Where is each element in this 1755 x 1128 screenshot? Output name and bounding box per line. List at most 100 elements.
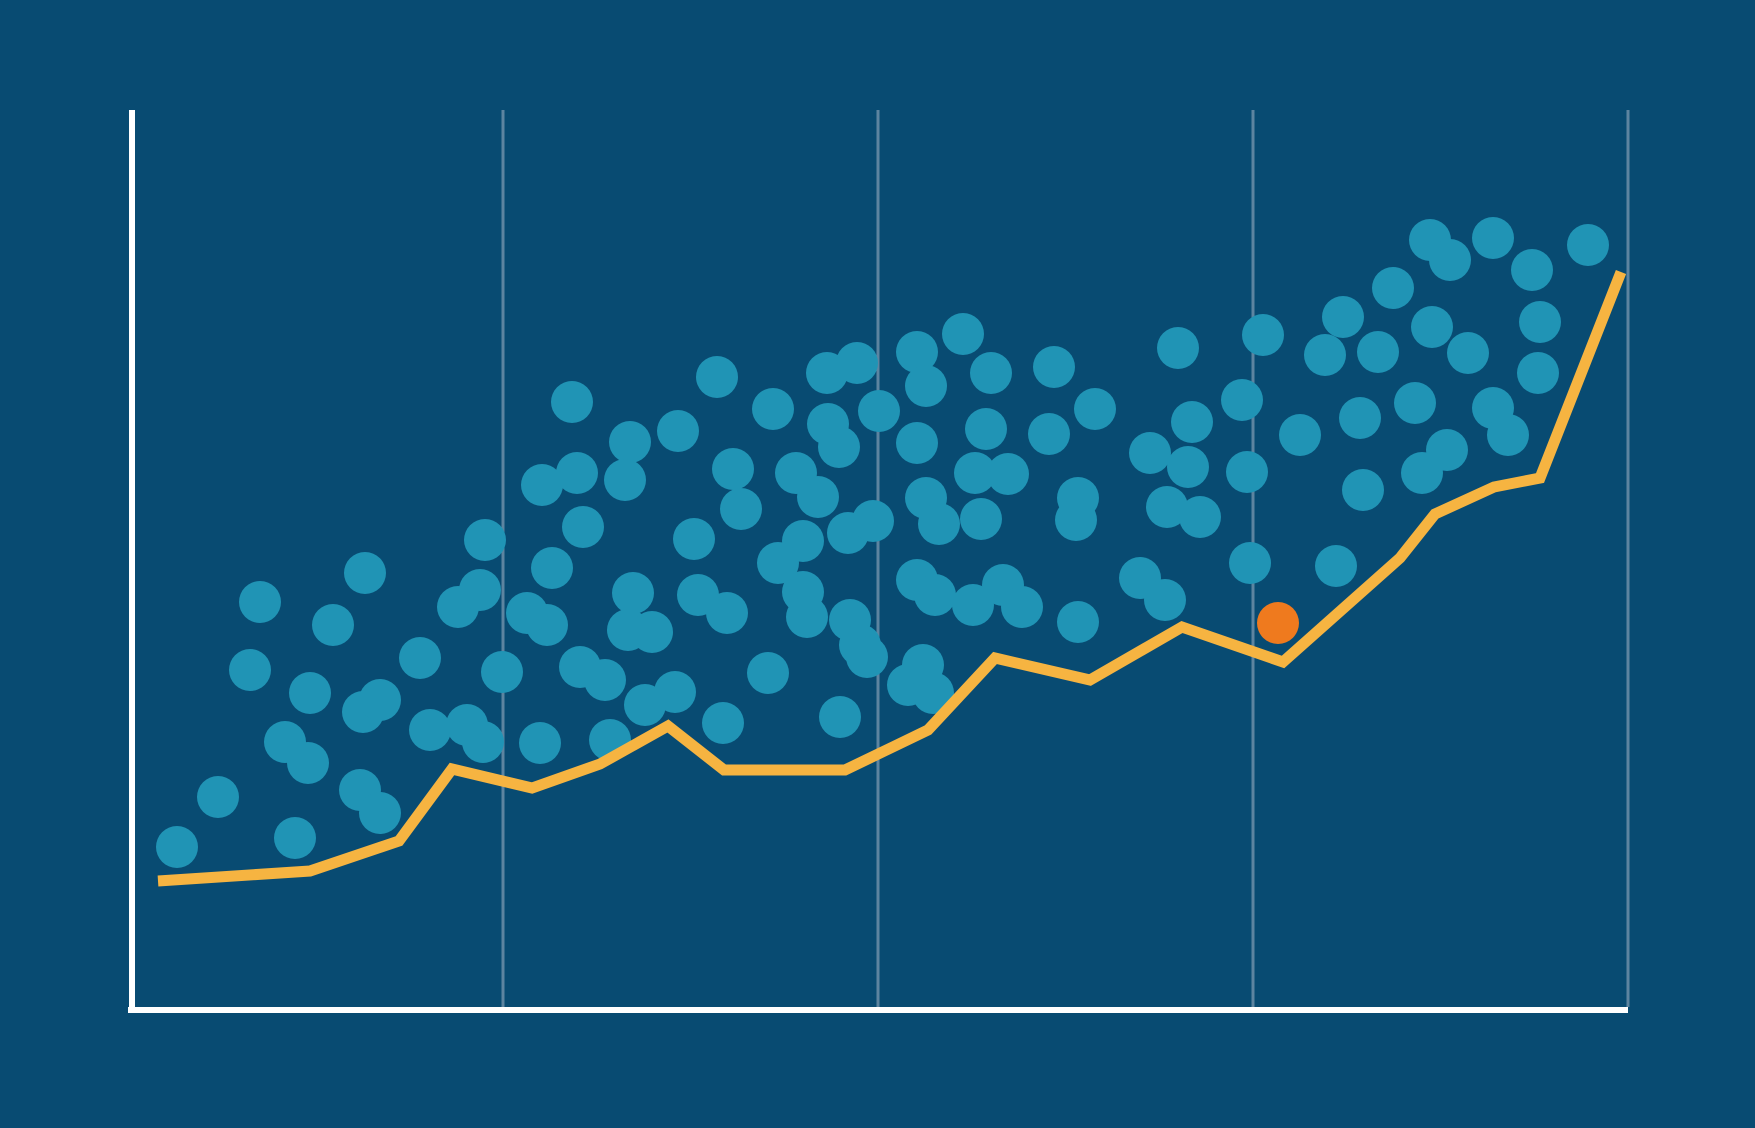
- scatter-dot: [556, 452, 598, 494]
- scatter-dot: [609, 421, 651, 463]
- scatter-dot: [1279, 414, 1321, 456]
- scatter-dot: [519, 722, 561, 764]
- scatter-dot: [1074, 388, 1116, 430]
- scatter-dot: [706, 592, 748, 634]
- scatter-dot: [757, 542, 799, 584]
- scatter-dot: [1411, 306, 1453, 348]
- scatter-dot: [797, 476, 839, 518]
- scatter-dot: [902, 644, 944, 686]
- scatter-dot: [1229, 542, 1271, 584]
- highlight-dot: [1257, 602, 1299, 644]
- scatter-dot: [654, 671, 696, 713]
- scatter-dot: [836, 342, 878, 384]
- scatter-dot: [1226, 451, 1268, 493]
- scatter-dot: [312, 604, 354, 646]
- scatter-dot: [712, 448, 754, 490]
- scatter-dot: [359, 792, 401, 834]
- scatter-dot: [960, 498, 1002, 540]
- scatter-dot: [1519, 301, 1561, 343]
- scatter-dot: [289, 672, 331, 714]
- scatter-dot: [197, 776, 239, 818]
- scatter-dots: [156, 217, 1609, 868]
- scatter-dot: [1357, 331, 1399, 373]
- scatter-dot: [229, 649, 271, 691]
- scatter-dot: [1447, 332, 1489, 374]
- scatter-dot: [954, 452, 996, 494]
- scatter-dot: [239, 581, 281, 623]
- scatter-dot: [818, 426, 860, 468]
- scatter-dot: [819, 696, 861, 738]
- scatter-dot: [409, 709, 451, 751]
- scatter-dot: [1221, 379, 1263, 421]
- scatter-dot: [696, 356, 738, 398]
- scatter-dot: [1487, 414, 1529, 456]
- scatter-dot: [506, 592, 548, 634]
- scatter-dot: [1055, 499, 1097, 541]
- scatter-dot: [1028, 413, 1070, 455]
- scatter-dot: [1167, 446, 1209, 488]
- scatter-dot: [896, 331, 938, 373]
- scatter-dot: [846, 636, 888, 678]
- scatter-dot: [612, 572, 654, 614]
- scatter-dot: [156, 826, 198, 868]
- trend-line: [157, 269, 1627, 887]
- scatter-dot: [1567, 224, 1609, 266]
- scatter-dot: [1394, 382, 1436, 424]
- scatter-dot: [359, 679, 401, 721]
- scatter-dot: [1511, 249, 1553, 291]
- scatter-dot: [1401, 452, 1443, 494]
- scatter-dot: [1033, 346, 1075, 388]
- scatter-dot: [1517, 352, 1559, 394]
- scatter-dot: [1315, 545, 1357, 587]
- scatter-dot: [1057, 601, 1099, 643]
- scatter-dot: [1372, 267, 1414, 309]
- scatter-dot: [481, 651, 523, 693]
- scatter-dot: [942, 313, 984, 355]
- scatter-dot: [858, 390, 900, 432]
- scatter-dot: [987, 453, 1029, 495]
- scatter-dot: [1144, 579, 1186, 621]
- scatter-dot: [720, 488, 762, 530]
- scatter-dot: [1322, 296, 1364, 338]
- scatter-dot: [1339, 397, 1381, 439]
- scatter-dot: [786, 596, 828, 638]
- scatter-dot: [344, 552, 386, 594]
- scatter-dot: [970, 352, 1012, 394]
- scatter-dot: [462, 721, 504, 763]
- scatter-dot: [702, 702, 744, 744]
- scatter-dot: [918, 503, 960, 545]
- scatter-dot: [952, 584, 994, 626]
- axes: [128, 110, 1628, 1013]
- scatter-dot: [657, 410, 699, 452]
- scatter-dot: [1304, 334, 1346, 376]
- highlight-dot-group: [1257, 602, 1299, 644]
- scatter-dot: [274, 817, 316, 859]
- scatter-dot: [287, 742, 329, 784]
- scatter-dot: [896, 422, 938, 464]
- scatter-dot: [459, 569, 501, 611]
- scatter-dot: [1342, 469, 1384, 511]
- scatter-dot: [852, 500, 894, 542]
- scatter-dot: [399, 637, 441, 679]
- scatter-dot: [1242, 314, 1284, 356]
- scatter-dot: [673, 518, 715, 560]
- scatter-dot: [584, 659, 626, 701]
- scatter-dot: [1157, 327, 1199, 369]
- trend-line-group: [157, 269, 1627, 887]
- scatter-dot: [1472, 217, 1514, 259]
- scatter-dot: [965, 408, 1007, 450]
- scatter-dot: [1171, 401, 1213, 443]
- scatter-dot: [1146, 486, 1188, 528]
- scatter-dot: [1129, 432, 1171, 474]
- scatter-dot: [1429, 239, 1471, 281]
- scatter-dot: [747, 652, 789, 694]
- scatter-dot: [531, 547, 573, 589]
- scatter-dot: [1179, 496, 1221, 538]
- scatter-dot: [631, 611, 673, 653]
- scatter-dot: [914, 574, 956, 616]
- scatter-dot: [521, 464, 563, 506]
- scatter-dot: [752, 388, 794, 430]
- scatter-dot: [1001, 586, 1043, 628]
- scatter-dot: [464, 519, 506, 561]
